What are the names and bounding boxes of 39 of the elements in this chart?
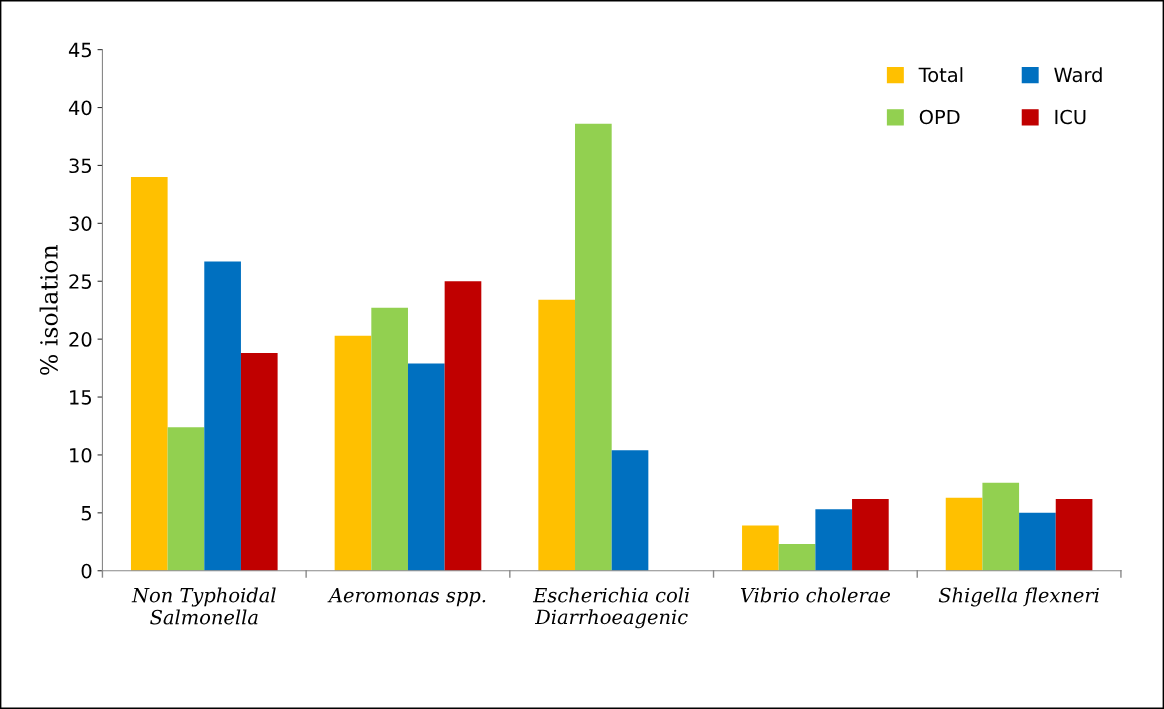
bar bbox=[815, 509, 853, 571]
bar bbox=[204, 261, 241, 571]
legend-label: OPD bbox=[919, 109, 960, 125]
y-tick-label: 35 bbox=[69, 158, 92, 174]
legend-label: Ward bbox=[1054, 67, 1102, 83]
x-tick-label: Non Typhoidal Salmonella bbox=[131, 587, 276, 625]
x-tick-label: Escherichia coli Diarrhoeagenic bbox=[532, 587, 690, 629]
y-tick-label: 15 bbox=[70, 390, 92, 405]
bar bbox=[575, 123, 612, 571]
y-tick-label: 0 bbox=[81, 563, 92, 579]
bar bbox=[371, 307, 408, 571]
bar bbox=[444, 281, 482, 571]
bar bbox=[1055, 498, 1093, 571]
bar bbox=[742, 525, 779, 571]
bar bbox=[1019, 512, 1056, 571]
bar bbox=[334, 335, 372, 571]
x-tick-label: Vibrio cholerae bbox=[740, 587, 891, 603]
bar bbox=[778, 544, 816, 571]
bar bbox=[982, 482, 1020, 571]
bar bbox=[167, 427, 205, 571]
legend-label: ICU bbox=[1055, 109, 1086, 125]
bar bbox=[130, 177, 168, 571]
y-tick-label: 30 bbox=[69, 216, 92, 231]
legend-label: Total bbox=[918, 67, 963, 83]
bar bbox=[407, 363, 445, 571]
y-tick-label: 20 bbox=[69, 332, 92, 347]
x-tick-label: Aeromonas spp. bbox=[327, 588, 486, 607]
y-tick-label: 10 bbox=[70, 447, 92, 463]
y-tick-label: 40 bbox=[68, 100, 92, 116]
x-tick-label: Shigella flexneri bbox=[938, 587, 1099, 607]
bar bbox=[538, 299, 576, 571]
bar bbox=[945, 497, 983, 571]
y-tick-label: 45 bbox=[68, 42, 92, 58]
bar bbox=[611, 450, 649, 571]
y-tick-label: 5 bbox=[81, 506, 92, 521]
y-axis-title: % isolation bbox=[39, 244, 58, 375]
bar bbox=[852, 498, 889, 571]
bar bbox=[240, 353, 278, 571]
y-tick-label: 25 bbox=[69, 274, 92, 289]
